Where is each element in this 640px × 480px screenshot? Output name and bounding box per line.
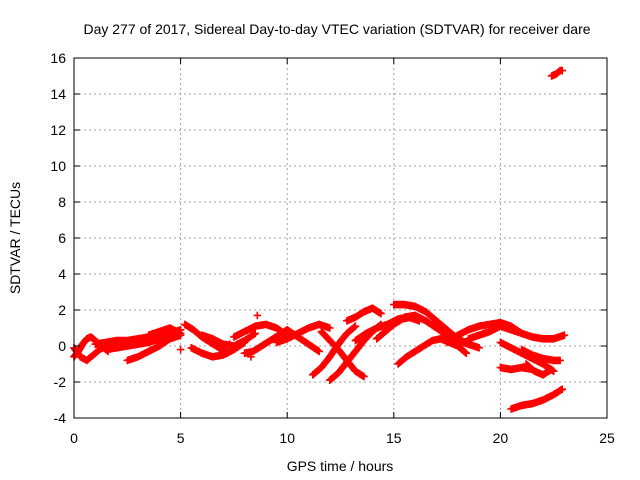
data-point-arc-14	[351, 322, 360, 330]
data-point-arc-06	[176, 329, 185, 338]
data-point-arc-25	[560, 331, 569, 339]
y-tick-label: 8	[58, 194, 66, 210]
y-tick-label: 14	[50, 86, 66, 102]
data-point-arc-09	[250, 330, 258, 338]
data-point-isolated	[225, 340, 234, 348]
y-tick-label: 4	[58, 266, 66, 282]
data-point-isolated	[247, 353, 255, 361]
y-tick-label: -4	[54, 410, 67, 426]
data-points	[70, 66, 569, 413]
x-axis-label: GPS time / hours	[287, 458, 394, 474]
y-axis-label: SDTVAR / TECUs	[7, 182, 23, 294]
y-tick-label: 16	[50, 50, 66, 66]
data-point-arc-09	[251, 329, 260, 338]
data-point-arc-14	[350, 323, 359, 331]
y-tick-label: 6	[58, 230, 66, 246]
x-tick-label: 15	[386, 430, 402, 446]
data-point-arc-20	[475, 344, 483, 352]
y-tick-label: 2	[58, 302, 66, 318]
data-point-arc-15	[360, 372, 368, 381]
x-tick-label: 20	[493, 430, 509, 446]
y-tick-label: 12	[50, 122, 66, 138]
data-point-arc-22	[461, 348, 470, 357]
x-tick-label: 10	[279, 430, 295, 446]
x-tick-labels: 0 5 10 15 20 25	[70, 430, 615, 446]
y-tick-label: 0	[58, 338, 66, 354]
y-tick-label: -2	[54, 374, 67, 390]
data-point-arc-28	[556, 356, 564, 365]
data-point-arc-22	[462, 349, 471, 357]
axis-ticks	[73, 57, 608, 419]
y-tick-label: 10	[50, 158, 66, 174]
x-tick-label: 25	[599, 430, 615, 446]
data-point-arc-13	[315, 347, 323, 356]
data-point-arc-17	[377, 309, 385, 318]
data-point-arc-31	[558, 66, 567, 75]
data-point-arc-12	[326, 324, 334, 332]
y-tick-labels: -4 -2 0 2 4 6 8 10 12 14 16	[50, 50, 66, 426]
x-tick-label: 0	[70, 430, 78, 446]
data-point-isolated	[176, 345, 185, 354]
data-point-arc-29	[547, 365, 556, 374]
data-point-isolated	[253, 311, 262, 320]
data-point-arc-30	[558, 385, 567, 393]
chart-title: Day 277 of 2017, Sidereal Day-to-day VTE…	[83, 21, 590, 37]
x-tick-label: 5	[177, 430, 185, 446]
